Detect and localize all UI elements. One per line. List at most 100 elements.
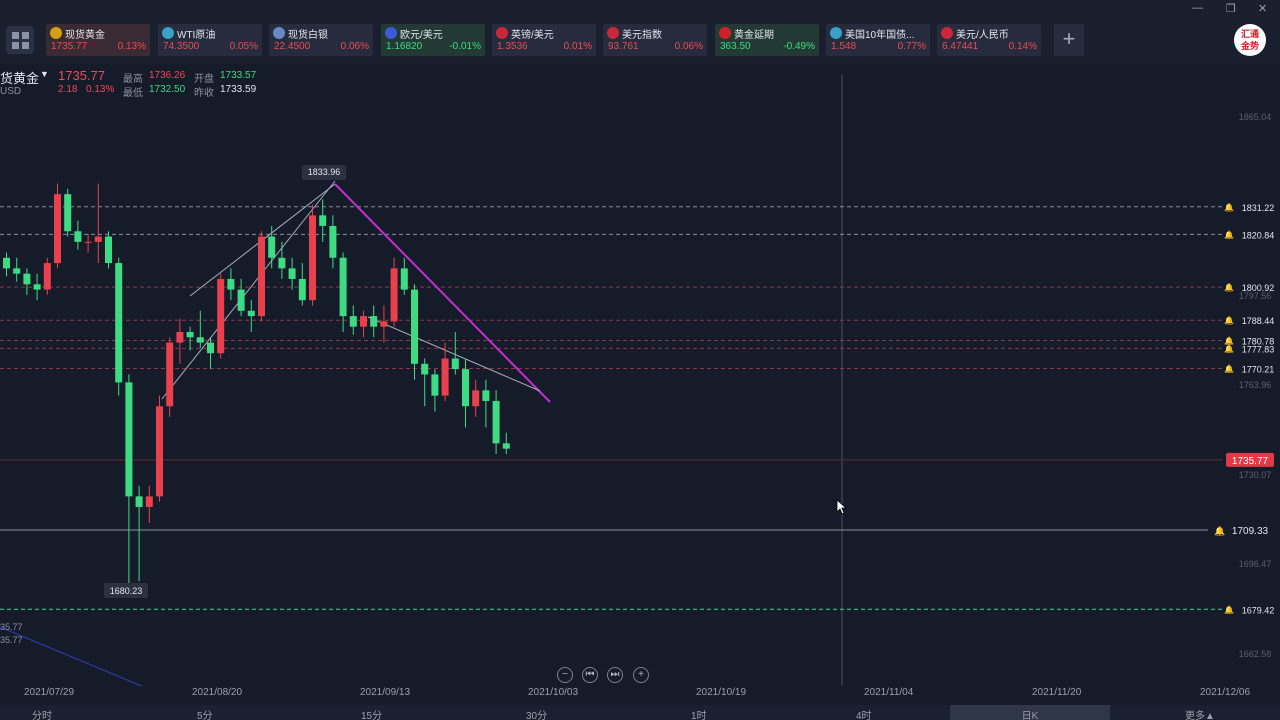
candle-body — [54, 194, 61, 264]
period-tab-7[interactable]: 更多▲ — [1185, 711, 1215, 720]
grid-menu-icon[interactable] — [6, 26, 34, 54]
ticker-name: 现货白银 — [288, 30, 328, 41]
candle-body — [156, 406, 163, 497]
alert-bell-icon: 🔔 — [1224, 605, 1234, 614]
level-label-3: 1788.44 — [1242, 316, 1275, 326]
ticker-flag-icon — [719, 27, 731, 39]
trendline-blue — [0, 626, 143, 686]
x-tick-label: 2021/08/20 — [192, 687, 243, 698]
quote-header: 货黄金 ▼ 1735.77 USD 2.18 0.13% 最高 1736.26 … — [0, 66, 400, 100]
candle-body — [309, 215, 316, 301]
alert-bell-icon: 🔔 — [1224, 283, 1234, 292]
period-tab-2[interactable]: 15分 — [361, 711, 383, 720]
ticker-change: 0.05% — [229, 41, 258, 52]
scroll-start-button[interactable]: ⏮ — [582, 667, 598, 683]
zoom-in-button[interactable]: + — [633, 667, 649, 683]
price-change-pct: 0.13% — [86, 84, 115, 95]
alert-bell-icon: 🔔 — [1224, 230, 1234, 239]
candle-body — [319, 215, 327, 226]
candle-body — [94, 236, 102, 242]
alert-bell-icon: 🔔 — [1224, 203, 1234, 212]
period-tab-6[interactable]: 日K — [950, 705, 1110, 720]
ticker-change: 0.06% — [340, 41, 369, 52]
ticker-change: -0.01% — [449, 41, 481, 52]
candle-body — [3, 257, 10, 269]
ticker-price: 1.3536 — [497, 41, 528, 52]
ticker-price: 22.4500 — [274, 41, 311, 52]
level-label-9: 1679.42 — [1242, 605, 1275, 615]
ticker-0[interactable]: 现货黄金 1735.77 0.13% — [46, 24, 150, 56]
x-tick-label: 2021/07/29 — [24, 687, 75, 698]
ticker-5[interactable]: 美元指数 93.761 0.06% — [603, 24, 707, 56]
ticker-price: 363.50 — [720, 41, 751, 52]
ticker-3[interactable]: 欧元/美元 1.16820 -0.01% — [381, 24, 485, 56]
high-annotation: 1833.96 — [308, 167, 341, 177]
candle-body — [186, 332, 194, 338]
side-label-0: 35.77 — [0, 622, 23, 632]
candlestick-chart[interactable]: 🔔 1831.22 🔔 1820.84 🔔 1800.92 🔔 1788.44 🔔 1780.78… — [0, 64, 1280, 686]
restore-icon[interactable]: ❐ — [1226, 3, 1236, 15]
ticker-price: 93.761 — [608, 41, 639, 52]
candle-body — [176, 332, 184, 343]
alert-bell-icon: 🔔 — [1224, 365, 1234, 374]
ticker-flag-icon — [273, 27, 285, 39]
ticker-name: 欧元/美元 — [400, 30, 443, 41]
ticker-change: 0.06% — [674, 41, 703, 52]
candle-body — [166, 342, 174, 407]
alert-bell-icon: 🔔 — [1224, 316, 1234, 325]
candle-body — [237, 289, 245, 311]
brand-logo: 汇通 金势 — [1234, 24, 1266, 56]
low-annotation-box — [104, 583, 148, 598]
candle-body — [339, 257, 347, 317]
level-label-1: 1820.84 — [1242, 230, 1275, 240]
ticker-1[interactable]: WTI原油 74.3500 0.05% — [158, 24, 262, 56]
ticker-8[interactable]: 美元/人民币 6.47441 0.14% — [937, 24, 1041, 56]
minimize-icon[interactable]: — — [1192, 2, 1203, 14]
candle-body — [329, 225, 337, 258]
prev-close-value: 1733.59 — [220, 84, 257, 95]
add-ticker-button[interactable]: + — [1054, 24, 1084, 56]
scroll-end-button[interactable]: ⏭ — [607, 667, 623, 683]
y-tick-3: 1730.07 — [1239, 470, 1272, 480]
candle-body — [421, 363, 429, 375]
candle-body — [411, 289, 418, 364]
period-tab-4[interactable]: 1时 — [691, 711, 707, 720]
ticker-2[interactable]: 现货白银 22.4500 0.06% — [269, 24, 373, 56]
ticker-4[interactable]: 英镑/美元 1.3536 0.01% — [492, 24, 596, 56]
ticker-name: 现货黄金 — [65, 30, 105, 41]
candle-body — [502, 443, 510, 449]
candle-body — [482, 390, 490, 401]
period-tab-5[interactable]: 4时 — [856, 711, 872, 720]
ticker-6[interactable]: 黄金延期 363.50 -0.49% — [715, 24, 819, 56]
candle-body — [349, 316, 357, 327]
ticker-name: 美国10年国债... — [845, 30, 915, 41]
candle-body — [207, 342, 214, 354]
ticker-change: 0.77% — [897, 41, 926, 52]
candle-body — [115, 263, 123, 383]
candle-body — [247, 310, 255, 317]
current-price-tag — [1226, 452, 1274, 467]
ticker-change: 0.01% — [563, 41, 592, 52]
period-tab-1[interactable]: 5分 — [197, 711, 213, 720]
symbol-dropdown-icon[interactable]: ▼ — [40, 69, 49, 79]
candle-body — [125, 382, 133, 497]
ticker-7[interactable]: 美国10年国债... 1.548 0.77% — [826, 24, 930, 56]
close-icon[interactable]: ✕ — [1258, 3, 1268, 15]
x-tick-label: 2021/10/19 — [696, 687, 747, 698]
zoom-out-button[interactable]: − — [557, 667, 573, 683]
period-tab-3[interactable]: 30分 — [526, 711, 548, 720]
x-tick-label: 2021/12/06 — [1200, 687, 1251, 698]
ticker-name: WTI原油 — [177, 30, 216, 41]
low-value: 1732.50 — [149, 84, 186, 95]
ticker-change: 0.14% — [1008, 41, 1037, 52]
candle-body — [268, 236, 276, 258]
ticker-name: 英镑/美元 — [511, 30, 554, 41]
period-tab-0[interactable]: 分时 — [32, 711, 52, 720]
high-value: 1736.26 — [149, 70, 186, 81]
symbol-name[interactable]: 货黄金 — [0, 71, 40, 86]
prev-close-label: 昨收 — [194, 88, 214, 99]
low-label: 最低 — [123, 88, 143, 99]
candle-body — [258, 236, 265, 317]
ticker-flag-icon — [162, 27, 174, 39]
ticker-flag-icon — [607, 27, 619, 39]
